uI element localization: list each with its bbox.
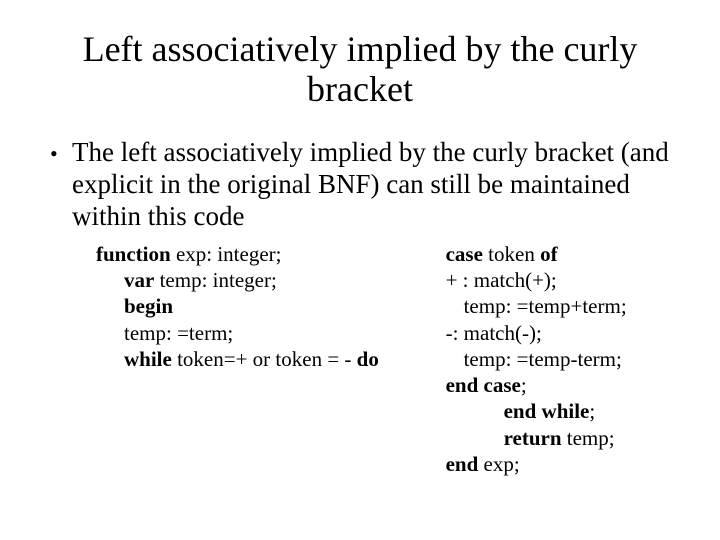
code-left-column: function exp: integer; var temp: integer… — [40, 241, 442, 477]
keyword-var: var — [124, 268, 154, 292]
code-line: var temp: integer; — [96, 267, 442, 293]
code-text: temp: integer; — [154, 268, 276, 292]
bullet-dot-icon: • — [50, 137, 72, 167]
code-text: -: match(-); — [446, 321, 542, 345]
bullet-text: The left associatively implied by the cu… — [72, 137, 670, 233]
code-text: ; — [521, 373, 527, 397]
code-text: exp: integer; — [171, 242, 282, 266]
code-text: token — [483, 242, 540, 266]
keyword-function: function — [96, 242, 171, 266]
code-line: + : match(+); — [446, 267, 720, 293]
code-block: function exp: integer; var temp: integer… — [40, 241, 680, 477]
code-line: temp: =term; — [96, 320, 442, 346]
code-text: ; — [589, 399, 595, 423]
bullet-item: • The left associatively implied by the … — [50, 137, 670, 233]
keyword-of: of — [540, 242, 558, 266]
code-line: temp: =temp-term; — [446, 346, 720, 372]
code-line: case token of — [446, 241, 720, 267]
code-text: exp; — [478, 452, 519, 476]
code-text: token=+ or token = - — [172, 347, 357, 371]
keyword-end-case: end case — [446, 373, 521, 397]
slide: Left associatively implied by the curly … — [0, 0, 720, 540]
keyword-case: case — [446, 242, 483, 266]
keyword-do: do — [357, 347, 379, 371]
keyword-return: return — [504, 426, 562, 450]
code-text: temp: =term; — [124, 321, 233, 345]
code-line: while token=+ or token = - do — [96, 346, 442, 372]
code-text: temp; — [562, 426, 615, 450]
keyword-end: end — [446, 452, 479, 476]
code-line: end exp; — [446, 451, 720, 477]
code-line: begin — [96, 293, 442, 319]
code-line: end while; — [446, 398, 720, 424]
code-text: + : match(+); — [446, 268, 557, 292]
code-line: return temp; — [446, 425, 720, 451]
keyword-begin: begin — [124, 294, 173, 318]
code-text: temp: =temp-term; — [464, 347, 622, 371]
code-line: temp: =temp+term; — [446, 293, 720, 319]
code-line: end case; — [446, 372, 720, 398]
code-line: -: match(-); — [446, 320, 720, 346]
code-text: temp: =temp+term; — [464, 294, 627, 318]
code-right-column: case token of + : match(+); temp: =temp+… — [442, 241, 720, 477]
slide-title: Left associatively implied by the curly … — [80, 30, 640, 109]
keyword-end-while: end while — [504, 399, 590, 423]
keyword-while: while — [124, 347, 172, 371]
code-line: function exp: integer; — [96, 241, 442, 267]
